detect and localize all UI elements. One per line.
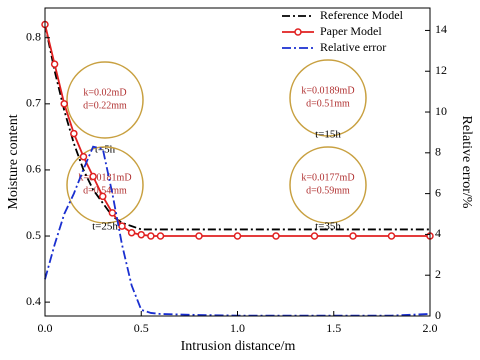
- x-tick-label: 0.0: [38, 321, 53, 335]
- series-marker: [387, 232, 396, 240]
- y-tick-label: 0.5: [26, 228, 41, 242]
- annotation-d: d=0.59mm: [306, 185, 350, 196]
- series-marker: [349, 232, 357, 240]
- series-marker: [156, 232, 165, 240]
- annotation-t: t=5h: [95, 144, 116, 156]
- y-tick-label: 0.6: [26, 162, 41, 176]
- series-marker: [195, 232, 203, 240]
- annotation-k: k=0.0177mD: [301, 172, 354, 183]
- series-marker: [147, 232, 155, 240]
- y2-tick-label: 2: [435, 267, 441, 281]
- series-marker: [118, 222, 126, 230]
- series-marker: [137, 230, 145, 239]
- series-marker: [108, 209, 117, 217]
- y2-tick-label: 14: [435, 22, 447, 36]
- annotation-d: d=0.54mm: [83, 185, 127, 196]
- y2-tick-label: 12: [435, 63, 447, 77]
- annotation-circle: [289, 146, 367, 224]
- y-tick-label: 0.8: [26, 29, 41, 43]
- series-marker: [233, 232, 242, 240]
- series-line: [44, 24, 430, 231]
- series-line: [44, 24, 430, 237]
- annotation-k: k=0.0181mD: [78, 172, 131, 183]
- series-marker: [310, 232, 319, 240]
- y2-tick-label: 4: [435, 226, 441, 240]
- y2-tick-label: 10: [435, 104, 447, 118]
- legend-label: Paper Model: [320, 24, 382, 38]
- y2-axis-label: Relative error/%: [459, 116, 474, 209]
- series-marker: [127, 228, 136, 237]
- y-tick-label: 0.4: [26, 294, 41, 308]
- y2-tick-label: 8: [435, 145, 441, 159]
- plot-frame: [44, 7, 431, 317]
- legend-label: Relative error: [320, 40, 386, 54]
- x-tick-label: 2.0: [423, 321, 438, 335]
- series-marker: [50, 60, 59, 68]
- series-marker: [99, 192, 107, 201]
- series-marker: [70, 129, 78, 138]
- annotation-t: t=35h: [315, 221, 341, 233]
- legend-marker: [294, 28, 302, 36]
- x-tick-label: 0.5: [134, 321, 149, 335]
- annotation-circle: [66, 146, 144, 224]
- y-tick-label: 0.7: [26, 96, 41, 110]
- annotation-circle: [66, 61, 144, 139]
- x-tick-label: 1.0: [230, 321, 245, 335]
- annotation-d: d=0.22mm: [83, 100, 127, 111]
- series-marker: [79, 152, 88, 161]
- y-axis-label: Moisture content: [6, 114, 21, 209]
- annotation-circle: [289, 59, 367, 137]
- series-marker: [89, 172, 97, 181]
- annotation-k: k=0.02mD: [83, 87, 126, 98]
- series-marker: [272, 232, 280, 240]
- x-tick-label: 1.5: [326, 321, 341, 335]
- y2-tick-label: 6: [435, 185, 441, 199]
- series-marker: [60, 100, 68, 108]
- legend-label: Reference Model: [320, 8, 404, 22]
- annotation-k: k=0.0189mD: [301, 85, 354, 96]
- annotation-t: t=25h: [92, 221, 118, 233]
- annotation-t: t=15h: [315, 129, 341, 141]
- y2-tick-label: 0: [435, 308, 441, 322]
- x-axis-label: Intrusion distance/m: [181, 339, 296, 354]
- annotation-d: d=0.51mm: [306, 98, 350, 109]
